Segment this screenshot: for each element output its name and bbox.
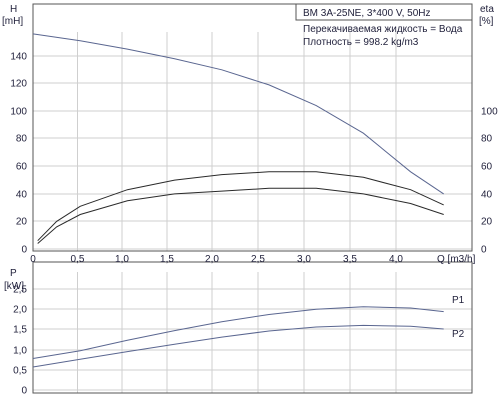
efficiency-curve-1 <box>37 171 444 242</box>
y-tick-label-eta: 80 <box>481 134 493 145</box>
y-tick-label-eta: 20 <box>481 217 493 228</box>
y-tick-label-p: 0,5 <box>13 366 27 377</box>
efficiency-curve-2 <box>37 187 444 244</box>
power-series-label-p1: P1 <box>452 295 465 306</box>
x-tick-label: 0,5 <box>71 254 85 265</box>
x-tick-label: 1,5 <box>160 254 174 265</box>
y-tick-label-h: 40 <box>16 190 28 201</box>
top-plot-frame <box>32 3 473 252</box>
y-tick-label-h: 100 <box>10 107 27 118</box>
label-layer: BM 3A-25NE, 3*400 V, 50Hz Перекачиваемая … <box>2 3 498 397</box>
y-tick-label-h: 20 <box>16 217 28 228</box>
annotation-fluid: Перекачиваемая жидкость = Вода <box>303 24 463 35</box>
y-axis-unit-eta: [%] <box>479 16 494 27</box>
x-tick-label: 0 <box>30 254 36 265</box>
y-tick-label-h: 60 <box>16 162 28 173</box>
y-axis-label-eta: eta <box>480 4 494 15</box>
y-axis-unit-h: [mH] <box>2 16 23 27</box>
y-tick-label-p: 1,0 <box>13 346 27 357</box>
chart-title: BM 3A-25NE, 3*400 V, 50Hz <box>303 8 430 19</box>
bottom-plot-frame <box>32 261 473 394</box>
y-axis-unit-p: [kW] <box>4 281 24 292</box>
y-tick-label-eta: 60 <box>481 162 493 173</box>
x-tick-label: 2,5 <box>251 254 265 265</box>
y-tick-label-eta: 40 <box>481 190 493 201</box>
y-tick-label-p: 1,5 <box>13 325 27 336</box>
power-series-label-p2: P2 <box>452 329 465 340</box>
x-tick-label: 3,0 <box>297 254 311 265</box>
power-curve-p1 <box>32 306 444 359</box>
y-tick-label-eta: 0 <box>481 245 487 256</box>
annotation-density: Плотность = 998.2 kg/m3 <box>303 37 419 48</box>
title-box <box>295 3 473 21</box>
x-tick-label: 1,0 <box>115 254 129 265</box>
series-layer <box>32 33 444 368</box>
x-axis-label: Q [m3/h] <box>437 254 476 265</box>
y-tick-label-p: 2,0 <box>13 305 27 316</box>
frame-layer <box>32 3 473 394</box>
x-tick-label: 3,5 <box>343 254 357 265</box>
y-tick-label-p: 2,5 <box>13 285 27 296</box>
grid-layer <box>32 32 472 393</box>
y-tick-label-p: 0 <box>21 386 27 397</box>
y-tick-label-h: 0 <box>21 245 27 256</box>
power-curve-p2 <box>32 324 444 368</box>
x-tick-label: 4,0 <box>389 254 403 265</box>
y-tick-label-h: 80 <box>16 134 28 145</box>
y-axis-label-h: H <box>10 4 17 15</box>
x-tick-label: 2,0 <box>205 254 219 265</box>
y-axis-label-p: P <box>10 268 17 279</box>
head-curve <box>32 33 444 195</box>
y-tick-label-eta: 100 <box>481 107 498 118</box>
y-tick-label-h: 120 <box>10 79 27 90</box>
y-tick-label-h: 140 <box>10 52 27 63</box>
